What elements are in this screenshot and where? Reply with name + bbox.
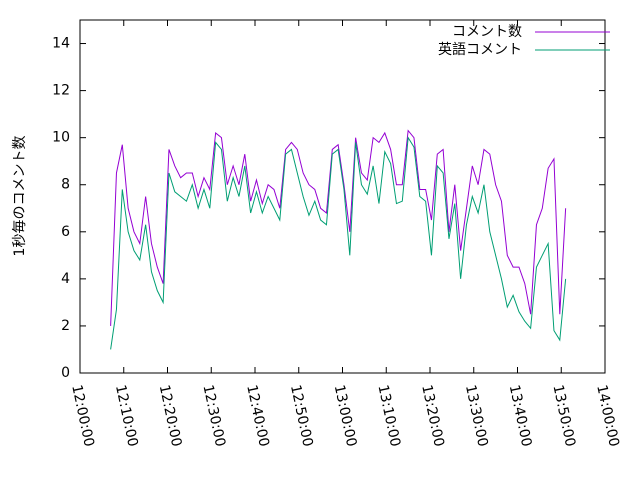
legend-label: コメント数 (452, 24, 522, 40)
x-tick-label: 14:00:00 (593, 383, 622, 448)
x-tick-label: 13:40:00 (506, 383, 535, 448)
x-tick-label: 12:50:00 (287, 383, 316, 448)
x-tick-label: 12:00:00 (68, 383, 97, 448)
series-line (110, 129, 567, 326)
y-tick-label: 8 (61, 177, 70, 193)
series-line (110, 136, 567, 350)
y-tick-label: 4 (61, 271, 70, 287)
y-tick-label: 14 (52, 36, 70, 52)
x-tick-label: 13:10:00 (374, 383, 403, 448)
y-tick-label: 12 (52, 83, 70, 99)
x-tick-label: 13:30:00 (462, 383, 491, 448)
y-tick-label: 0 (61, 365, 70, 381)
y-tick-label: 10 (52, 130, 70, 146)
plot-frame (79, 19, 606, 374)
x-tick-label: 12:30:00 (199, 383, 228, 448)
y-axis-label: 1秒毎のコメント数 (12, 136, 28, 257)
x-tick-label: 12:20:00 (156, 383, 185, 448)
x-tick-label: 13:00:00 (331, 383, 360, 448)
legend-label: 英語コメント (438, 41, 522, 58)
x-tick-label: 12:10:00 (112, 383, 141, 448)
x-tick-label: 12:40:00 (243, 383, 272, 448)
x-tick-label: 13:50:00 (549, 383, 578, 448)
y-tick-label: 6 (61, 224, 70, 240)
x-tick-label: 13:20:00 (418, 383, 447, 448)
y-tick-label: 2 (61, 318, 70, 334)
